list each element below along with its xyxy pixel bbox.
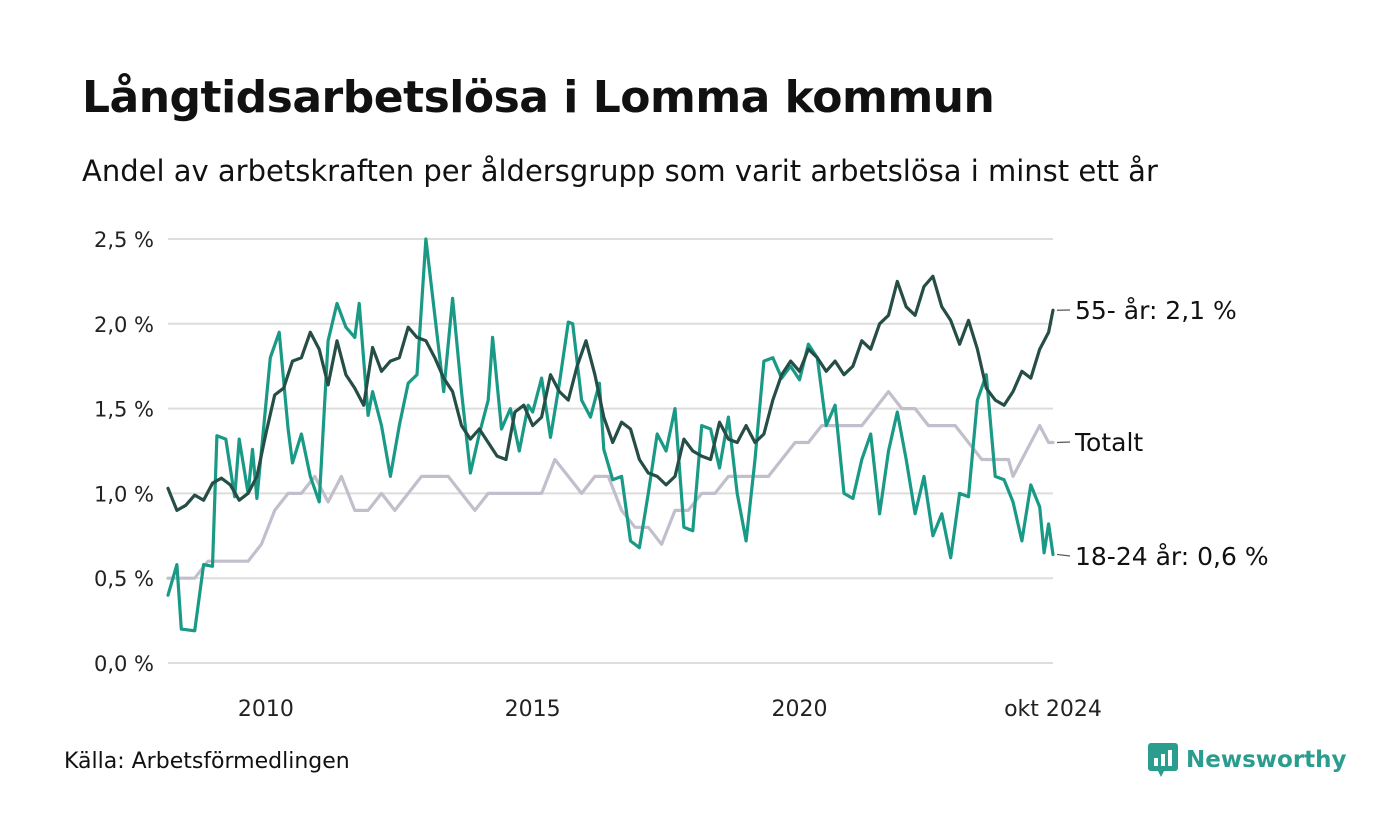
x-tick-label: 2010 bbox=[238, 697, 294, 722]
newsworthy-logo: Newsworthy bbox=[1148, 743, 1347, 777]
end-label-s55: 55- år: 2,1 % bbox=[1075, 296, 1237, 325]
x-tick-label: 2020 bbox=[772, 697, 828, 722]
end-label-leader bbox=[1056, 553, 1071, 557]
x-tick-label: 2015 bbox=[505, 697, 561, 722]
series-lines bbox=[166, 237, 1055, 633]
end-label-total: Totalt bbox=[1074, 428, 1143, 457]
chart-subtitle: Andel av arbetskraften per åldersgrupp s… bbox=[82, 154, 1158, 188]
y-axis-ticks: 0,0 % 0,5 % 1,0 % 1,5 % 2,0 % 2,5 % bbox=[94, 228, 154, 676]
chart-title: Långtidsarbetslösa i Lomma kommun bbox=[82, 72, 995, 123]
y-tick-label: 2,0 % bbox=[94, 313, 154, 337]
y-tick-label: 2,5 % bbox=[94, 228, 154, 252]
y-tick-label: 1,5 % bbox=[94, 398, 154, 422]
end-label-leader bbox=[1056, 441, 1071, 444]
series-line-total bbox=[166, 390, 1055, 580]
x-tick-label: okt 2024 bbox=[1004, 697, 1102, 722]
series-line-s1824 bbox=[166, 237, 1055, 633]
source-note: Källa: Arbetsförmedlingen bbox=[64, 749, 350, 774]
brand-name: Newsworthy bbox=[1186, 747, 1347, 773]
series-line-s55 bbox=[166, 274, 1055, 512]
y-tick-label: 0,5 % bbox=[94, 567, 154, 591]
y-tick-label: 1,0 % bbox=[94, 482, 154, 506]
end-labels: 55- år: 2,1 % 18-24 år: 0,6 % Totalt bbox=[1056, 296, 1269, 571]
x-axis-ticks: 2010 2015 2020 okt 2024 bbox=[238, 697, 1102, 722]
newsworthy-logo-icon bbox=[1148, 743, 1178, 777]
y-tick-label: 0,0 % bbox=[94, 652, 154, 676]
end-label-s1824: 18-24 år: 0,6 % bbox=[1075, 542, 1269, 571]
